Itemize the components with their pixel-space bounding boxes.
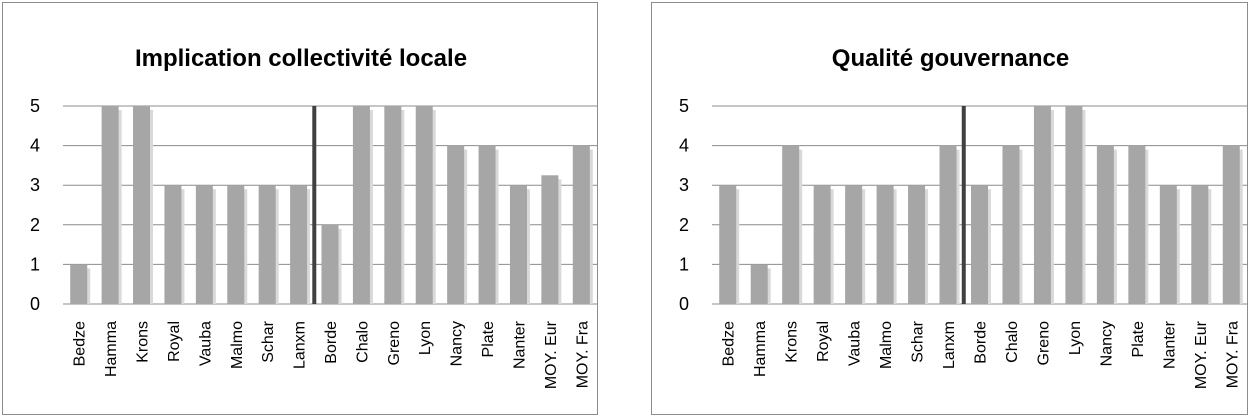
x-tick-label: Chalo <box>354 321 371 363</box>
x-tick-label: Plate <box>480 321 497 358</box>
x-tick-label: Borde <box>323 321 340 364</box>
chart-panel-gouvernance: Qualité gouvernance 0 1 2 3 4 5 Bedze Hamma Krons… <box>651 2 1248 415</box>
x-tick-label: Schar <box>260 320 277 362</box>
bar <box>1191 185 1209 304</box>
y-tick-label: 0 <box>679 294 689 314</box>
x-tick-label: Lyon <box>1067 321 1084 355</box>
bar <box>101 106 119 304</box>
bar <box>1033 106 1051 304</box>
bar <box>908 185 926 304</box>
x-tick-label: Plate <box>1130 321 1147 358</box>
bar <box>1096 145 1114 304</box>
x-tick-label: MOY. Eur <box>543 320 560 389</box>
bar <box>384 106 402 304</box>
x-tick-label: Krons <box>135 321 152 363</box>
y-tick-label: 4 <box>679 136 689 156</box>
x-tick-label: Nancy <box>449 321 466 366</box>
x-tick-label: Nanter <box>511 320 528 369</box>
x-tick-label: Vauba <box>847 321 864 366</box>
x-tick-label: Greno <box>1035 321 1052 366</box>
bar <box>164 185 182 304</box>
bar <box>1065 106 1083 304</box>
bar <box>133 106 151 304</box>
bar <box>290 185 308 304</box>
bar-chart-implication: Implication collectivité locale 0 1 2 3 4 5 Bed… <box>30 45 597 389</box>
x-tick-label: Bedze <box>72 321 89 366</box>
y-tick-label: 5 <box>679 96 689 116</box>
bar <box>352 106 370 304</box>
x-tick-label: Lyon <box>417 321 434 355</box>
y-tick-label: 2 <box>30 215 40 235</box>
bar <box>782 145 800 304</box>
bar <box>509 185 527 304</box>
bar <box>939 145 957 304</box>
x-tick-label: Royal <box>166 321 183 362</box>
x-tick-label: MOY. Fra <box>1224 321 1241 388</box>
x-tick-label: Bedze <box>721 321 738 366</box>
x-tick-label: MOY. Fra <box>574 321 591 388</box>
bar <box>195 185 213 304</box>
bar <box>845 185 863 304</box>
bar <box>971 185 988 304</box>
x-tick-label: Nanter <box>1161 320 1178 369</box>
x-tick-label: Royal <box>815 321 832 362</box>
bar <box>1222 145 1240 304</box>
bar <box>719 185 737 304</box>
x-tick-label: Hamma <box>103 321 120 377</box>
x-tick-label: Malmo <box>878 321 895 369</box>
bar <box>1128 145 1146 304</box>
y-tick-label: 1 <box>30 254 40 274</box>
y-tick-label: 4 <box>30 136 40 156</box>
chart-panel-implication: Implication collectivité locale 0 1 2 3 4 5 Bed… <box>2 2 598 415</box>
bar <box>750 264 768 304</box>
chart-title: Implication collectivité locale <box>135 45 467 72</box>
y-tick-label: 3 <box>30 175 40 195</box>
bar <box>70 264 88 304</box>
bar <box>1002 145 1020 304</box>
y-tick-label: 3 <box>679 175 689 195</box>
bar <box>478 145 496 304</box>
x-tick-label: Lanxm <box>292 321 309 369</box>
bar <box>541 175 559 304</box>
bar <box>447 145 465 304</box>
bar <box>321 224 339 304</box>
x-tick-label: Borde <box>973 321 990 364</box>
x-tick-label: Malmo <box>229 321 246 369</box>
x-tick-label: Hamma <box>752 321 769 377</box>
x-tick-label: Greno <box>386 321 403 366</box>
x-tick-label: Schar <box>910 320 927 362</box>
bar-chart-gouvernance: Qualité gouvernance 0 1 2 3 4 5 Bedze Hamma Krons… <box>679 45 1247 389</box>
x-tick-label: Krons <box>784 321 801 363</box>
x-tick-label: Chalo <box>1004 321 1021 363</box>
y-tick-label: 0 <box>30 294 40 314</box>
bar <box>572 145 590 304</box>
x-tick-label: MOY. Eur <box>1193 320 1210 389</box>
chart-title: Qualité gouvernance <box>832 45 1069 72</box>
y-tick-label: 1 <box>679 254 689 274</box>
bar <box>876 185 894 304</box>
x-tick-label: Lanxm <box>941 321 958 369</box>
y-tick-label: 5 <box>30 96 40 116</box>
x-tick-label: Nancy <box>1098 321 1115 366</box>
bar <box>415 106 433 304</box>
bar <box>227 185 245 304</box>
x-tick-label: Vauba <box>197 321 214 366</box>
bar <box>1159 185 1177 304</box>
y-tick-label: 2 <box>679 215 689 235</box>
bar <box>258 185 276 304</box>
bar <box>813 185 831 304</box>
